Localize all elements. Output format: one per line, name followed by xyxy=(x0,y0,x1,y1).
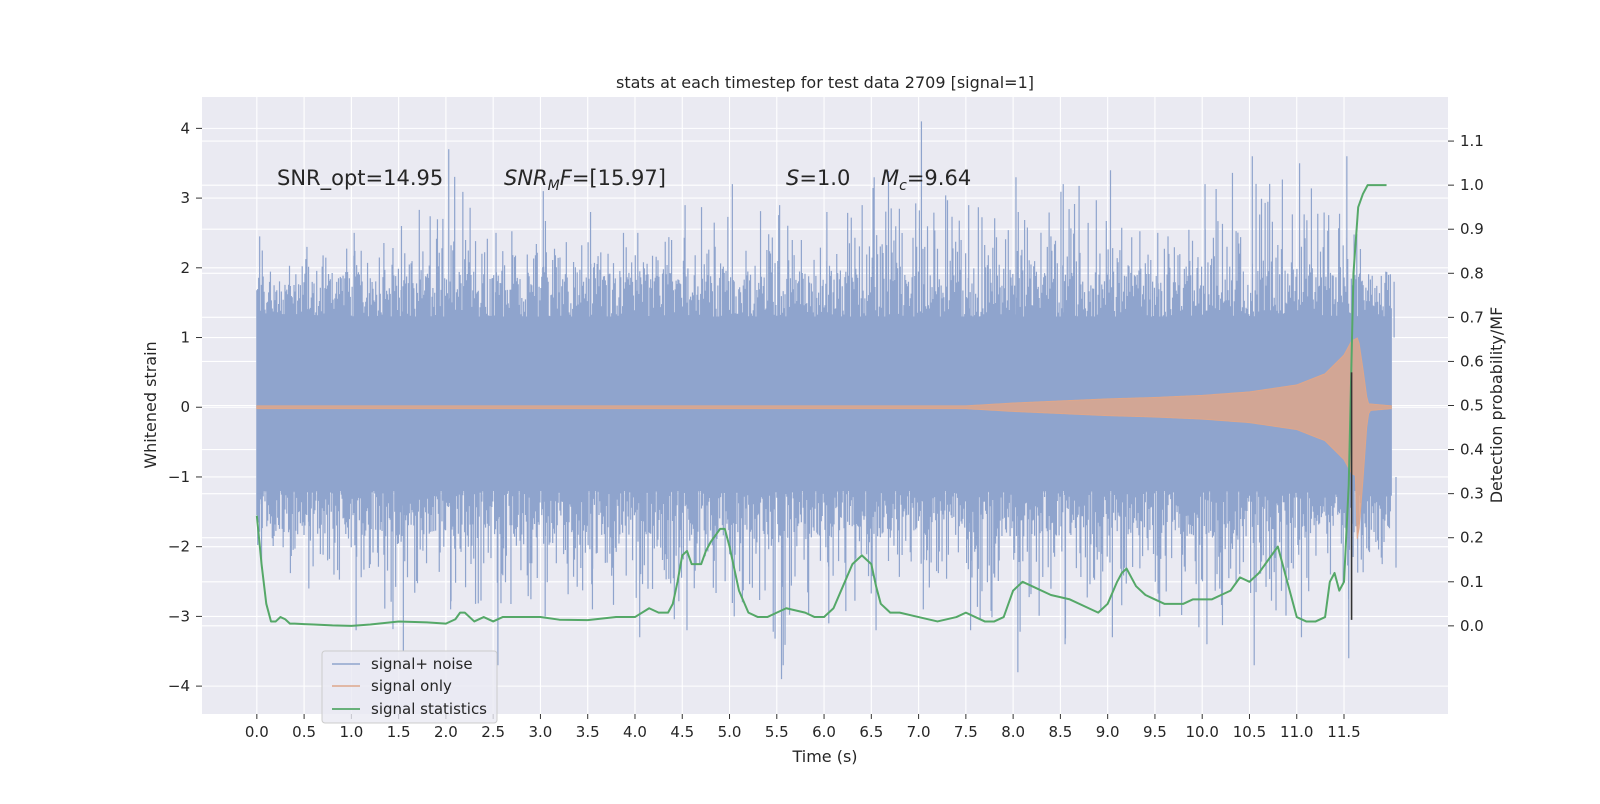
legend-label-signal-only: signal only xyxy=(371,677,452,695)
y-right-tick-label: 0.7 xyxy=(1460,308,1484,326)
y-left-tick-label: −1 xyxy=(168,468,190,486)
x-tick-label: 11.5 xyxy=(1327,723,1360,741)
annotation-mc: Mc=9.64 xyxy=(881,166,971,194)
annotation-snr-mf: SNRMF=[15.97] xyxy=(504,166,666,194)
x-tick-label: 8.0 xyxy=(1001,723,1025,741)
x-tick-label: 4.5 xyxy=(670,723,694,741)
x-tick-label: 5.0 xyxy=(718,723,742,741)
x-tick-label: 1.0 xyxy=(339,723,363,741)
x-tick-label: 7.0 xyxy=(907,723,931,741)
y-left-axis-label: Whitened strain xyxy=(141,341,160,468)
x-tick-label: 11.0 xyxy=(1280,723,1313,741)
annotation-s: S=1.0 xyxy=(786,166,850,190)
signal-statistics-line xyxy=(255,184,1387,627)
y-right-tick-label: 0.1 xyxy=(1460,573,1484,591)
x-tick-label: 6.5 xyxy=(859,723,883,741)
y-right-tick-label: 0.4 xyxy=(1460,441,1484,459)
x-tick-label: 3.0 xyxy=(529,723,553,741)
x-axis-label: Time (s) xyxy=(791,747,857,766)
x-tick-label: 2.5 xyxy=(481,723,505,741)
legend: signal+ noise signal only signal statist… xyxy=(321,650,498,724)
x-tick-label: 10.0 xyxy=(1186,723,1219,741)
y-left-tick-label: 3 xyxy=(180,189,190,207)
chart-title: stats at each timestep for test data 270… xyxy=(616,73,1034,92)
y-left-tick-label: −4 xyxy=(168,677,190,695)
x-tick-label: 5.5 xyxy=(765,723,789,741)
y-left-axis-ticks: −4 −3 −2 −1 0 1 2 3 4 xyxy=(168,119,202,695)
y-right-tick-label: 0.5 xyxy=(1460,397,1484,415)
y-right-tick-label: 1.1 xyxy=(1460,132,1484,150)
legend-box xyxy=(321,650,498,724)
x-tick-label: 8.5 xyxy=(1048,723,1072,741)
y-right-axis-label: Detection probability/MF xyxy=(1487,307,1506,504)
y-left-tick-label: −2 xyxy=(168,538,190,556)
x-tick-label: 2.0 xyxy=(434,723,458,741)
y-right-tick-label: 0.9 xyxy=(1460,220,1484,238)
signal-only-series xyxy=(256,337,1392,539)
y-left-tick-label: 4 xyxy=(180,119,190,137)
x-tick-label: 9.0 xyxy=(1096,723,1120,741)
x-tick-label: 0.5 xyxy=(292,723,316,741)
x-tick-label: 7.5 xyxy=(954,723,978,741)
y-right-tick-label: 0.8 xyxy=(1460,264,1484,282)
signal-only-envelope xyxy=(256,337,1392,539)
y-right-tick-label: 1.0 xyxy=(1460,176,1484,194)
x-tick-label: 4.0 xyxy=(623,723,647,741)
y-right-tick-label: 0.6 xyxy=(1460,352,1484,370)
y-right-tick-label: 0.3 xyxy=(1460,485,1484,503)
x-axis-ticks: 0.0 0.5 1.0 1.5 2.0 2.5 3.0 3.5 4.0 4.5 5.0 5.5 6.0 6… xyxy=(245,714,1361,741)
y-left-tick-label: 1 xyxy=(180,329,190,347)
x-tick-label: 9.5 xyxy=(1143,723,1167,741)
y-left-tick-label: 2 xyxy=(180,259,190,277)
x-tick-label: 6.0 xyxy=(812,723,836,741)
legend-label-signal-statistics: signal statistics xyxy=(371,700,487,718)
annotation-snr-opt: SNR_opt=14.95 xyxy=(277,166,443,191)
y-right-tick-label: 0.2 xyxy=(1460,529,1484,547)
x-tick-label: 1.5 xyxy=(387,723,411,741)
legend-label-signal-plus-noise: signal+ noise xyxy=(371,655,473,673)
x-tick-label: 0.0 xyxy=(245,723,269,741)
y-right-axis-ticks: 0.0 0.1 0.2 0.3 0.4 0.5 0.6 0.7 0.8 0.9 1.0 1.1 xyxy=(1448,132,1484,635)
y-left-tick-label: 0 xyxy=(180,398,190,416)
signal-statistics-series xyxy=(255,184,1387,627)
y-right-tick-label: 0.0 xyxy=(1460,617,1484,635)
x-tick-label: 3.5 xyxy=(576,723,600,741)
x-tick-label: 10.5 xyxy=(1233,723,1266,741)
y-left-tick-label: −3 xyxy=(168,607,190,625)
